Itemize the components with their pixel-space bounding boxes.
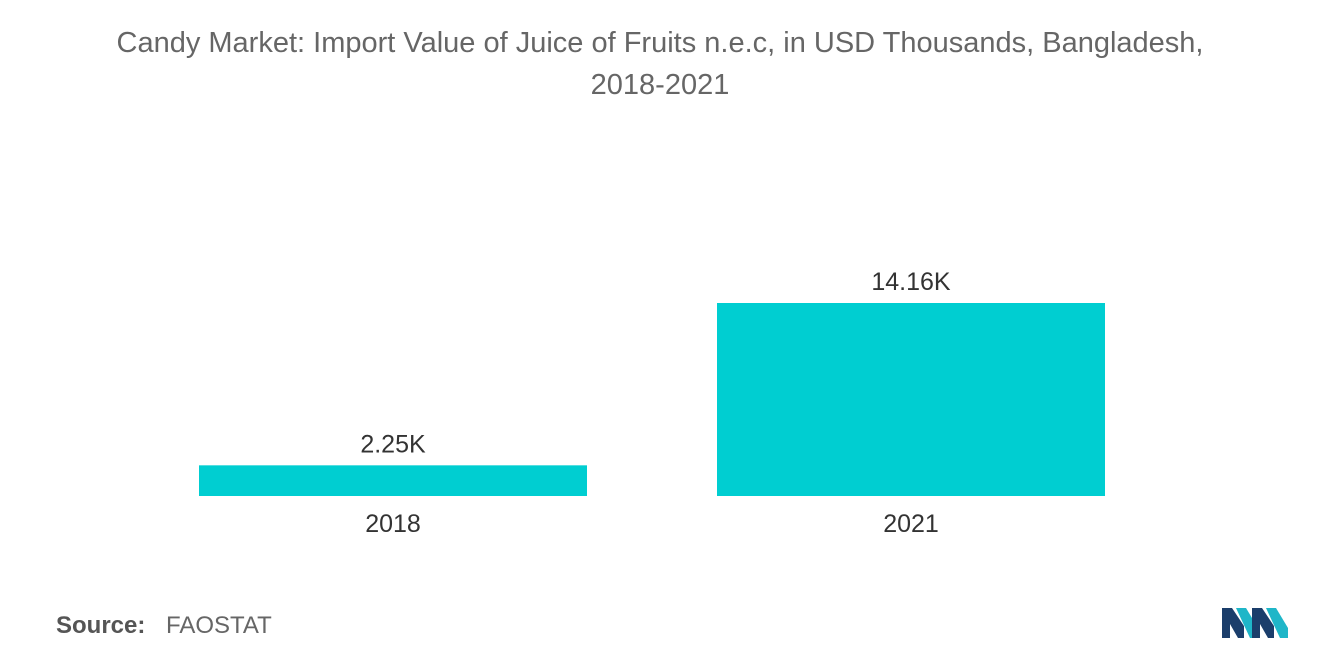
bars-layer [199, 303, 1105, 496]
chart-title-line1: Candy Market: Import Value of Juice of F… [116, 27, 1204, 59]
source-note: Source: FAOSTAT [56, 612, 272, 640]
labels-layer: 2.25K 2018 14.16K 2021 [360, 268, 951, 538]
chart-title-line2: 2018-2021 [590, 69, 730, 101]
category-label-2018: 2018 [365, 510, 421, 538]
source-value: FAOSTAT [166, 612, 272, 639]
source-label: Source: [56, 612, 146, 639]
mordor-intelligence-logo-icon [1222, 608, 1288, 638]
bar-2021 [717, 303, 1105, 496]
category-label-2021: 2021 [883, 510, 939, 538]
chart-title: Candy Market: Import Value of Juice of F… [0, 22, 1320, 106]
bar-2018 [199, 465, 587, 496]
value-label-2018: 2.25K [360, 430, 426, 458]
value-label-2021: 14.16K [871, 268, 951, 296]
